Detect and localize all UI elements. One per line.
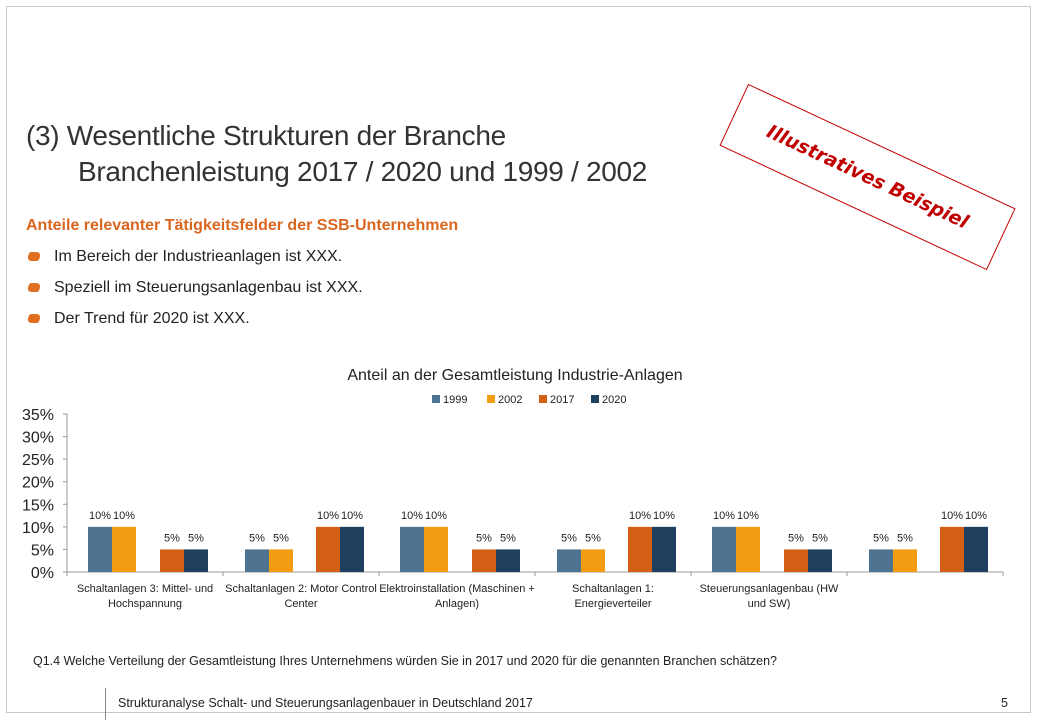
legend-swatch xyxy=(432,395,440,403)
legend-label: 1999 xyxy=(443,394,467,406)
bar xyxy=(340,526,364,572)
data-label: 5% xyxy=(561,532,577,544)
footer-text: Strukturanalyse Schalt- und Steuerungsan… xyxy=(118,696,533,710)
data-label: 10% xyxy=(401,510,423,522)
page-title: (3) Wesentliche Strukturen der Branche B… xyxy=(26,118,647,190)
legend-label: 2017 xyxy=(550,394,574,406)
data-label: 10% xyxy=(113,510,135,522)
data-label: 5% xyxy=(897,532,913,544)
data-label: 10% xyxy=(89,510,111,522)
bar xyxy=(964,526,988,572)
y-tick-label: 30% xyxy=(22,430,54,447)
bullet-text: Der Trend für 2020 ist XXX. xyxy=(54,310,250,327)
bullet-list: Im Bereich der Industrieanlagen ist XXX.… xyxy=(26,246,363,339)
bar xyxy=(400,526,424,572)
legend-swatch xyxy=(539,395,547,403)
data-label: 5% xyxy=(273,532,289,544)
legend-swatch xyxy=(591,395,599,403)
bar xyxy=(784,549,808,572)
bar xyxy=(893,549,917,572)
bar xyxy=(184,549,208,572)
x-category-label: Hochspannung xyxy=(108,598,182,610)
x-category-label: Steuerungsanlagenbau (HW xyxy=(700,583,839,595)
x-category-label: Energieverteiler xyxy=(574,598,651,610)
y-tick-label: 20% xyxy=(22,475,54,492)
bar xyxy=(496,549,520,572)
legend-label: 2020 xyxy=(602,394,626,406)
y-tick-label: 25% xyxy=(22,452,54,469)
x-category-label: Schaltanlagen 2: Motor Control xyxy=(225,583,377,595)
data-label: 5% xyxy=(788,532,804,544)
x-category-label: Schaltanlagen 1: xyxy=(572,583,654,595)
section-subtitle: Anteile relevanter Tätigkeitsfelder der … xyxy=(26,217,459,234)
data-label: 10% xyxy=(341,510,363,522)
bullet-item: Im Bereich der Industrieanlagen ist XXX. xyxy=(26,246,363,277)
data-label: 10% xyxy=(713,510,735,522)
bar xyxy=(472,549,496,572)
bar xyxy=(712,526,736,572)
data-label: 5% xyxy=(188,532,204,544)
title-line-2: Branchenleistung 2017 / 2020 und 1999 / … xyxy=(78,156,648,187)
data-label: 10% xyxy=(737,510,759,522)
bar xyxy=(652,526,676,572)
data-label: 10% xyxy=(629,510,651,522)
x-category-label: Elektroinstallation (Maschinen + xyxy=(379,583,535,595)
survey-question: Q1.4 Welche Verteilung der Gesamtleistun… xyxy=(33,654,777,668)
y-tick-label: 10% xyxy=(22,520,54,537)
bar xyxy=(112,526,136,572)
slide-frame xyxy=(6,6,1031,713)
data-label: 10% xyxy=(653,510,675,522)
y-tick-label: 35% xyxy=(22,407,54,424)
bar xyxy=(869,549,893,572)
bullet-text: Im Bereich der Industrieanlagen ist XXX. xyxy=(54,248,343,265)
data-label: 5% xyxy=(585,532,601,544)
bar xyxy=(160,549,184,572)
y-tick-label: 5% xyxy=(31,542,54,559)
x-category-label: Center xyxy=(284,598,317,610)
bar xyxy=(269,549,293,572)
bar xyxy=(424,526,448,572)
bullet-text: Speziell im Steuerungsanlagenbau ist XXX… xyxy=(54,279,363,296)
y-tick-label: 0% xyxy=(31,565,54,582)
bullet-item: Speziell im Steuerungsanlagenbau ist XXX… xyxy=(26,277,363,308)
bar xyxy=(581,549,605,572)
y-tick-label: 15% xyxy=(22,497,54,514)
bullet-item: Der Trend für 2020 ist XXX. xyxy=(26,308,363,339)
footer-divider xyxy=(105,688,106,720)
data-label: 5% xyxy=(500,532,516,544)
chart-title: Anteil an der Gesamtleistung Industrie-A… xyxy=(347,367,682,384)
bar xyxy=(316,526,340,572)
legend-swatch xyxy=(487,395,495,403)
data-label: 5% xyxy=(249,532,265,544)
bar xyxy=(88,526,112,572)
legend-label: 2002 xyxy=(498,394,522,406)
bar xyxy=(557,549,581,572)
x-category-label: und SW) xyxy=(748,598,791,610)
x-category-label: Anlagen) xyxy=(435,598,479,610)
data-label: 5% xyxy=(476,532,492,544)
bar xyxy=(628,526,652,572)
bar xyxy=(245,549,269,572)
data-label: 5% xyxy=(164,532,180,544)
data-label: 5% xyxy=(812,532,828,544)
x-category-label: Schaltanlagen 3: Mittel- und xyxy=(77,583,213,595)
bar-chart: Anteil an der Gesamtleistung Industrie-A… xyxy=(22,367,1004,610)
data-label: 5% xyxy=(873,532,889,544)
data-label: 10% xyxy=(425,510,447,522)
page-number: 5 xyxy=(1001,696,1008,710)
bar xyxy=(736,526,760,572)
data-label: 10% xyxy=(965,510,987,522)
data-label: 10% xyxy=(317,510,339,522)
data-label: 10% xyxy=(941,510,963,522)
bar xyxy=(808,549,832,572)
title-line-1: (3) Wesentliche Strukturen der Branche xyxy=(26,120,506,151)
bar xyxy=(940,526,964,572)
